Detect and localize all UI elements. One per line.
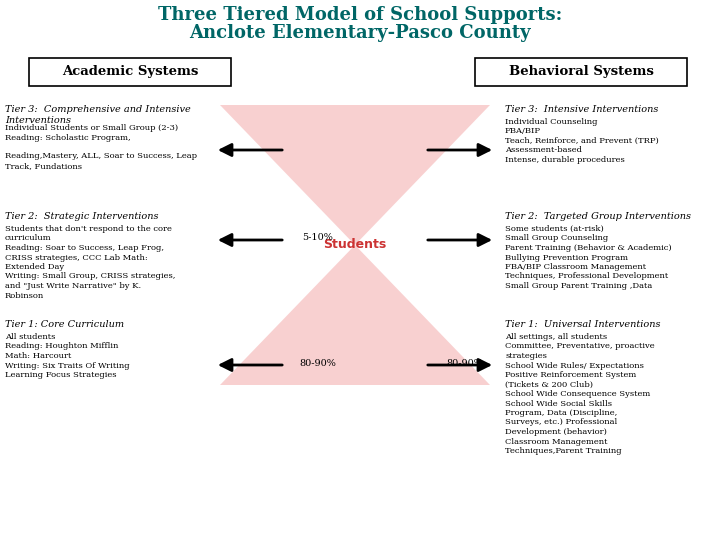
- Text: Tier 3:  Intensive Interventions: Tier 3: Intensive Interventions: [505, 105, 658, 114]
- Text: Individual Counseling
FBA/BIP
Teach, Reinforce, and Prevent (TRP)
Assessment-bas: Individual Counseling FBA/BIP Teach, Rei…: [505, 118, 659, 164]
- Text: Behavioral Systems: Behavioral Systems: [508, 65, 654, 78]
- Text: Some students (at-risk)
Small Group Counseling
Parent Training (Behavior & Acade: Some students (at-risk) Small Group Coun…: [505, 225, 672, 290]
- Text: Tier 1: Core Curriculum: Tier 1: Core Curriculum: [5, 320, 124, 329]
- Text: 5-10%: 5-10%: [302, 233, 333, 242]
- Text: All students
Reading: Houghton Mifflin
Math: Harcourt
Writing: Six Traits Of Wri: All students Reading: Houghton Mifflin M…: [5, 333, 130, 379]
- Text: Academic Systems: Academic Systems: [62, 65, 198, 78]
- Text: Tier 3:  Comprehensive and Intensive
Interventions: Tier 3: Comprehensive and Intensive Inte…: [5, 105, 191, 125]
- Text: Tier 1:  Universal Interventions: Tier 1: Universal Interventions: [505, 320, 660, 329]
- FancyBboxPatch shape: [475, 58, 687, 86]
- Text: 80-90%: 80-90%: [300, 359, 336, 368]
- Text: Three Tiered Model of School Supports:: Three Tiered Model of School Supports:: [158, 6, 562, 24]
- Text: All settings, all students
Committee, Preventative, proactive
strategies
School : All settings, all students Committee, Pr…: [505, 333, 654, 455]
- Text: 80-90%: 80-90%: [446, 359, 483, 368]
- Text: Students that don't respond to the core
curriculum
Reading: Soar to Success, Lea: Students that don't respond to the core …: [5, 225, 176, 300]
- Text: Tier 2:  Strategic Interventions: Tier 2: Strategic Interventions: [5, 212, 158, 221]
- Text: Students: Students: [323, 239, 387, 252]
- FancyBboxPatch shape: [29, 58, 231, 86]
- Polygon shape: [220, 105, 490, 245]
- Polygon shape: [220, 245, 490, 385]
- Text: Tier 2:  Targeted Group Interventions: Tier 2: Targeted Group Interventions: [505, 212, 691, 221]
- Text: Anclote Elementary-Pasco County: Anclote Elementary-Pasco County: [189, 24, 531, 42]
- Text: Individual Students or Small Group (2-3)
Reading: Scholastic Program,

Reading,M: Individual Students or Small Group (2-3)…: [5, 124, 197, 170]
